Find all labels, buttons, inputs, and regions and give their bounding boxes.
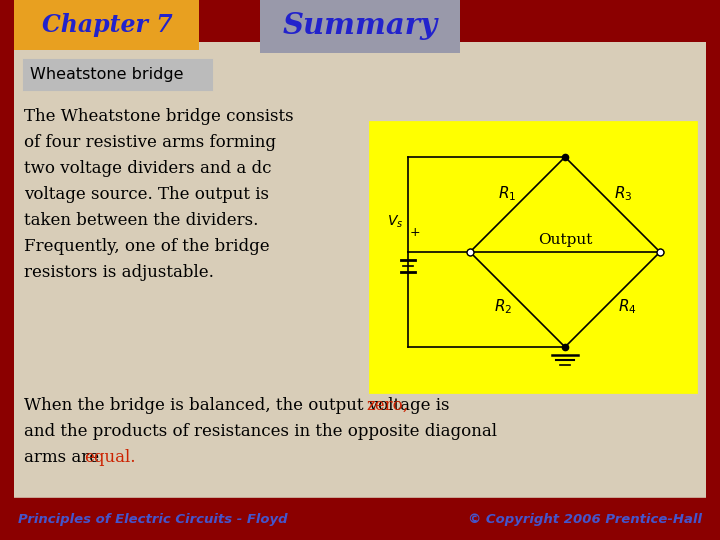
Text: two voltage dividers and a dc: two voltage dividers and a dc [24,160,271,177]
Text: $R_3$: $R_3$ [613,185,632,204]
Bar [24,60,212,90]
Text: and the products of resistances in the opposite diagonal: and the products of resistances in the o… [24,423,497,440]
Text: $R_4$: $R_4$ [618,298,636,316]
Text: voltage source. The output is: voltage source. The output is [24,186,269,203]
Text: zero,: zero, [366,397,409,414]
Text: Output: Output [538,233,592,247]
Text: $V_s$: $V_s$ [387,214,403,230]
Text: equal.: equal. [84,449,136,466]
Text: +: + [410,226,420,239]
Text: Wheatstone bridge: Wheatstone bridge [30,68,184,83]
Text: Summary: Summary [282,11,438,40]
Text: © Copyright 2006 Prentice-Hall: © Copyright 2006 Prentice-Hall [468,512,702,525]
Bar [0,498,720,540]
Text: Principles of Electric Circuits - Floyd: Principles of Electric Circuits - Floyd [18,512,287,525]
Text: Frequently, one of the bridge: Frequently, one of the bridge [24,238,269,255]
Bar [14,42,706,498]
Text: Chapter 7: Chapter 7 [42,13,172,37]
Bar [260,0,460,53]
Text: When the bridge is balanced, the output voltage is: When the bridge is balanced, the output … [24,397,455,414]
Bar [370,122,696,392]
Text: $R_1$: $R_1$ [498,185,516,204]
Text: resistors is adjustable.: resistors is adjustable. [24,264,214,281]
Text: The Wheatstone bridge consists: The Wheatstone bridge consists [24,108,294,125]
Text: taken between the dividers.: taken between the dividers. [24,212,258,229]
Text: of four resistive arms forming: of four resistive arms forming [24,134,276,151]
Text: $R_2$: $R_2$ [494,298,512,316]
Text: arms are: arms are [24,449,104,466]
Bar [14,0,199,50]
